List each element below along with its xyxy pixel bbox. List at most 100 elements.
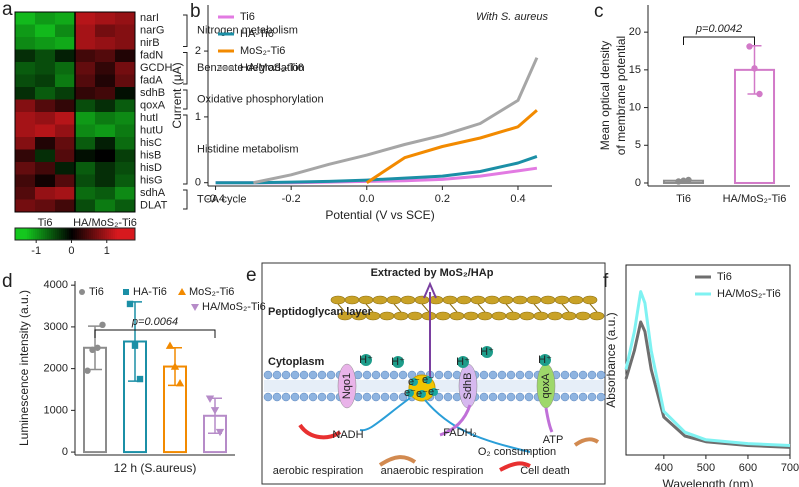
heatmap-cell	[75, 174, 96, 188]
peptidoglycan-unit	[463, 311, 479, 321]
heatmap-cell	[95, 99, 116, 113]
membrane-lipid	[596, 392, 606, 402]
colorbar-segment	[105, 228, 108, 240]
membrane-lipid	[587, 392, 597, 402]
y-tick-label: 1	[195, 111, 201, 123]
colorbar-segment	[31, 228, 34, 240]
heatmap-cell	[115, 149, 136, 163]
heatmap-cell	[95, 124, 116, 138]
colorbar-segment	[43, 228, 46, 240]
colorbar-segment	[15, 228, 18, 240]
diagram-label: e⁻	[404, 387, 416, 399]
peptidoglycan-unit	[589, 311, 605, 321]
electron	[424, 376, 432, 384]
heatmap-cell	[95, 149, 116, 163]
annotation: With S. aureus	[476, 11, 549, 23]
peptidoglycan-link	[589, 303, 598, 313]
colorbar-segment	[39, 228, 42, 240]
heatmap-cell	[75, 199, 96, 213]
membrane-lipid	[398, 392, 408, 402]
point	[94, 344, 101, 351]
diagram-label: FADH₂	[443, 427, 477, 439]
colorbar-segment	[33, 228, 36, 240]
peptidoglycan-unit	[512, 295, 528, 305]
x-tick-label: Ti6	[676, 193, 691, 205]
x-tick-label: 0.0	[359, 193, 374, 205]
membrane-lipid	[560, 392, 570, 402]
peptidoglycan-unit	[547, 311, 563, 321]
heatmap-cell	[75, 149, 96, 163]
membrane-lipid	[371, 392, 381, 402]
proton	[457, 356, 469, 368]
colorbar-segment	[59, 228, 62, 240]
heatmap-cell	[75, 187, 96, 200]
colorbar-segment	[99, 228, 102, 240]
membrane-lipid	[263, 392, 273, 402]
diagram-label: H⁺	[538, 354, 552, 366]
y-tick-label: 3000	[44, 321, 68, 333]
peptidoglycan-unit	[568, 295, 584, 305]
colorbar-segment	[71, 228, 74, 240]
heatmap-cell	[35, 174, 56, 188]
series-line	[215, 154, 538, 185]
peptidoglycan-unit	[414, 295, 430, 305]
colorbar-segment	[53, 228, 56, 240]
heatmap-cell	[55, 87, 76, 100]
point	[175, 379, 185, 387]
heatmap-cell	[55, 49, 76, 63]
heatmap-cell	[115, 99, 136, 113]
colorbar-segment	[69, 228, 72, 240]
peptidoglycan-unit	[477, 311, 493, 321]
peptidoglycan-unit	[344, 295, 360, 305]
membrane-lipid	[263, 370, 273, 380]
colorbar-segment	[103, 228, 106, 240]
point	[756, 90, 763, 98]
legend-label: HA/MoS₂-Ti6	[240, 62, 304, 74]
peptidoglycan-link	[337, 303, 346, 313]
membrane-lipid	[524, 392, 534, 402]
row-label: hutI	[140, 112, 158, 124]
y-tick-label: 0	[195, 177, 201, 189]
membrane-lipid	[317, 392, 327, 402]
colorbar-segment	[121, 228, 124, 240]
peptidoglycan-unit	[407, 311, 423, 321]
peptidoglycan-unit	[379, 311, 395, 321]
peptidoglycan-link	[561, 303, 570, 313]
heatmap-cell	[35, 124, 56, 138]
legend-label: MoS₂-Ti6	[240, 45, 285, 57]
colorbar-segment	[67, 228, 70, 240]
colorbar-segment	[125, 228, 128, 240]
heatmap-cell	[35, 49, 56, 63]
column-group-label: HA/MoS₂-Ti6	[73, 217, 137, 229]
panel-label: c	[594, 1, 604, 22]
x-tick-label: 700	[781, 462, 799, 474]
legend-marker	[79, 289, 85, 295]
diagram-label: Cell death	[520, 465, 570, 477]
point	[84, 367, 91, 374]
group-label: Oxidative phosphorylation	[197, 93, 324, 105]
heatmap-cell	[75, 37, 96, 50]
membrane-lipid	[281, 370, 291, 380]
row-label: hisB	[140, 150, 161, 162]
series-line	[624, 290, 791, 447]
colorbar-segment	[41, 228, 44, 240]
heatmap-cell	[55, 24, 76, 38]
colorbar-segment	[77, 228, 80, 240]
peptidoglycan-unit	[400, 295, 416, 305]
colorbar-segment	[63, 228, 66, 240]
membrane-lipid	[524, 370, 534, 380]
group-label: Benzoate degradation	[197, 62, 305, 74]
significance-bracket	[94, 329, 216, 338]
colorbar-segment	[123, 228, 126, 240]
panel-label: e	[246, 265, 257, 286]
colorbar-segment	[97, 228, 100, 240]
heatmap-cell	[35, 187, 56, 200]
heatmap-cell	[35, 162, 56, 175]
peptidoglycan-unit	[393, 311, 409, 321]
heatmap-cell	[75, 99, 96, 113]
x-tick-label: HA/MoS₂-Ti6	[723, 193, 787, 205]
membrane-protein	[337, 363, 357, 409]
heatmap-cell	[55, 124, 76, 138]
proton	[481, 346, 493, 358]
membrane-lipid	[479, 370, 489, 380]
